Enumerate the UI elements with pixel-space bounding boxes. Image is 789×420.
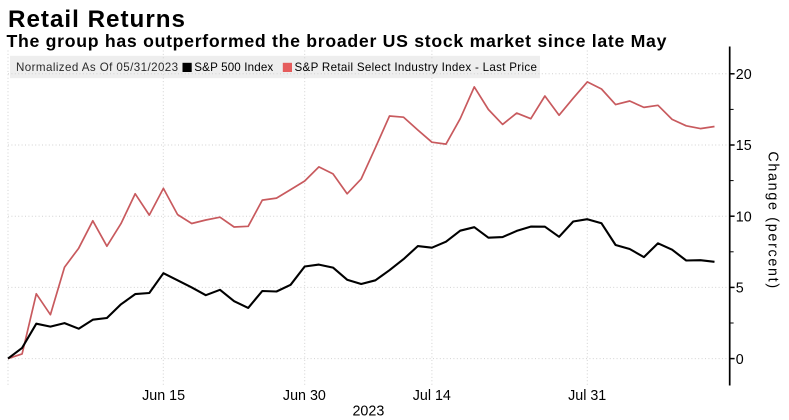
svg-text:Jun 15: Jun 15 <box>142 388 185 404</box>
svg-text:2023: 2023 <box>352 403 384 419</box>
svg-text:0: 0 <box>736 352 744 368</box>
svg-text:Normalized As Of 05/31/2023: Normalized As Of 05/31/2023 <box>16 61 179 74</box>
svg-text:Change (percent): Change (percent) <box>765 151 781 289</box>
svg-text:Jul 31: Jul 31 <box>568 388 606 404</box>
svg-text:S&P 500 Index: S&P 500 Index <box>194 61 273 74</box>
svg-text:Jun 30: Jun 30 <box>283 388 326 404</box>
svg-text:5: 5 <box>736 281 744 297</box>
svg-text:20: 20 <box>736 67 752 83</box>
svg-text:Jul 14: Jul 14 <box>413 388 451 404</box>
svg-text:10: 10 <box>736 209 752 225</box>
svg-text:15: 15 <box>736 138 752 154</box>
svg-text:S&P Retail Select Industry Ind: S&P Retail Select Industry Index - Last … <box>295 61 538 74</box>
